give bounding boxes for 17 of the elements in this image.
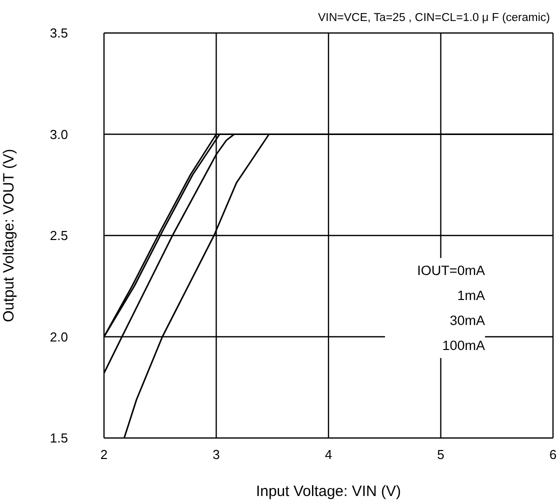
- y-tick-label: 3.5: [50, 26, 68, 41]
- x-tick-label: 6: [549, 447, 557, 462]
- y-tick-label: 2.0: [50, 329, 68, 344]
- annotation: 30mA: [448, 312, 485, 330]
- y-tick-label: 3.0: [50, 126, 68, 142]
- annotation: 1mA: [456, 287, 485, 305]
- annotation: IOUT=0mA: [416, 262, 485, 280]
- annotation: 100mA: [441, 337, 485, 355]
- y-tick-label: 1.5: [50, 430, 68, 446]
- y-tick-label: 2.5: [50, 228, 68, 244]
- x-tick-label: 5: [437, 447, 444, 462]
- chart-title: VIN=VCE, Ta=25 , CIN=CL=1.0 μ F (ceramic): [318, 12, 550, 24]
- x-tick-label: 4: [324, 447, 332, 462]
- x-tick-label: 3: [212, 447, 220, 462]
- y-axis-title: Output Voltage: VOUT (V): [0, 148, 18, 322]
- x-axis-title: Input Voltage: VIN (V): [256, 483, 402, 500]
- x-tick-label: 2: [100, 447, 108, 462]
